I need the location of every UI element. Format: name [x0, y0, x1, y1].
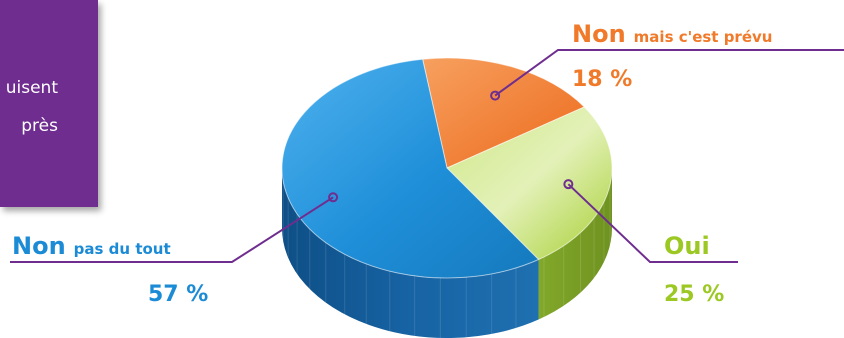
callout-label-sub-2: pas du tout: [74, 240, 171, 258]
pie-slice-0: [421, 57, 586, 169]
callout-label-main-2: Non: [12, 232, 66, 260]
info-box: uisent près: [0, 0, 98, 207]
pie-side-1: [538, 168, 612, 320]
callout-value-1: 25 %: [664, 282, 724, 307]
info-box-line-2: près: [21, 116, 58, 136]
callout-line-1: [567, 183, 738, 263]
pie-side-2: [282, 168, 539, 338]
callout-line-0: [494, 49, 844, 97]
callout-value-2: 57 %: [148, 282, 208, 307]
pie-slice-1: [446, 106, 613, 261]
callout-marker-0: [490, 90, 501, 101]
callout-label-main-0: Non: [572, 20, 626, 48]
info-box-line-1: uisent: [5, 78, 58, 98]
callout-label-sub-0: mais c'est prévu: [634, 28, 773, 46]
callout-marker-2: [328, 192, 339, 203]
callout-value-0: 18 %: [572, 67, 632, 92]
callout-label-2: Non pas du tout: [12, 232, 171, 260]
callout-label-1: Oui: [664, 232, 710, 260]
callout-label-0: Non mais c'est prévu: [572, 20, 772, 48]
callout-marker-1: [563, 179, 574, 190]
pie-slice-2: [281, 58, 540, 279]
callout-line-2: [10, 196, 334, 263]
